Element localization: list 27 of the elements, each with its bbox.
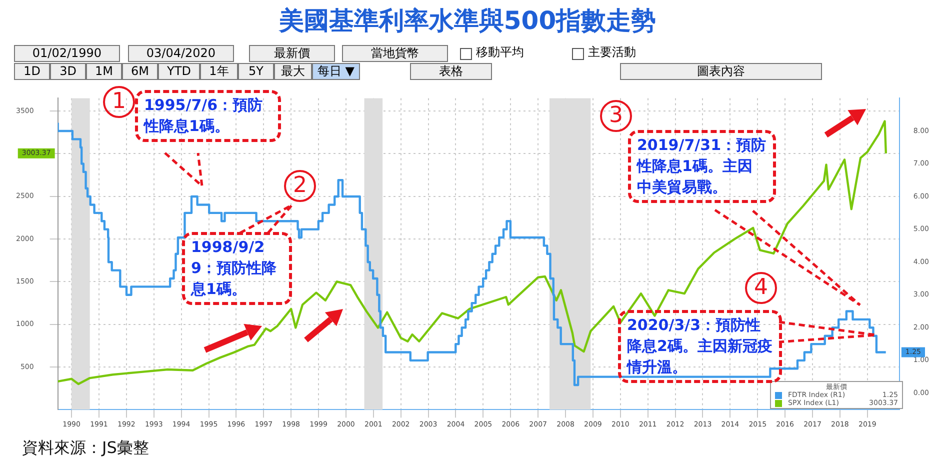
text: 主要活動 [587,45,637,60]
annotation: 2019/7/31：預防性降息1碼。主因中美貿易戰。 [628,130,776,203]
text: 01/02/1990 [14,45,120,62]
text: 1年 [200,63,238,80]
text: 3D [50,63,86,80]
text: 03/04/2020 [128,45,234,62]
source-note: 資料來源：JS彙整 [22,438,149,459]
text: YTD [158,63,200,80]
annotation: 2 [284,170,316,202]
annotation: 2020/3/3：預防性降息2碼。主因新冠疫情升溫。 [618,310,782,383]
text: 移動平均 [475,45,525,60]
annotation: 1998/9/29：預防性降息1碼。 [182,232,292,305]
text: 1D [14,63,50,80]
text: 6M [122,63,158,80]
chart-title: 美國基準利率水準與500指數走勢 [278,5,658,37]
text: 5Y [238,63,274,80]
text: 圖表內容 [620,63,822,80]
annotation: 1 [103,86,135,118]
text: 每日 ▼ [312,63,360,80]
text: 當地貨幣 [342,45,448,62]
text: 最大 [274,63,312,80]
annotation: 4 [745,272,777,304]
annotation: 3 [600,100,632,132]
text: 最新價 [249,45,335,62]
text: 1M [86,63,122,80]
text: 表格 [410,63,492,80]
annotation: 1995/7/6：預防性降息1碼。 [135,90,281,142]
